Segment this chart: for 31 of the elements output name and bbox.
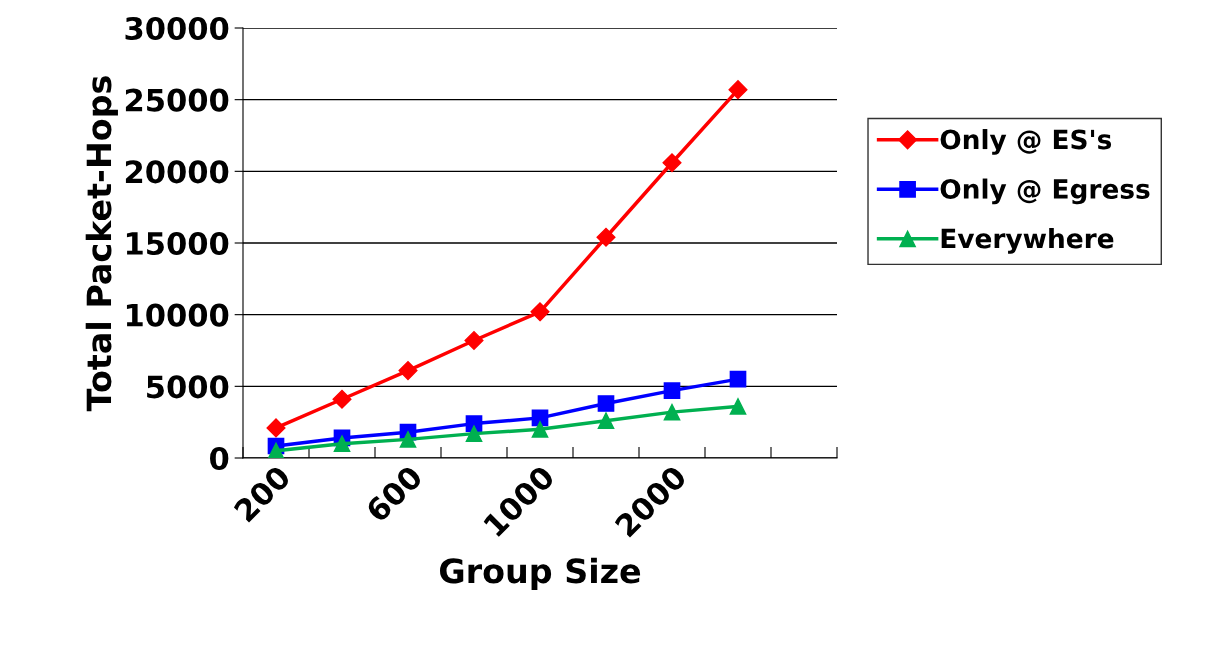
point bbox=[729, 370, 747, 388]
point bbox=[728, 80, 748, 100]
point bbox=[398, 361, 418, 381]
y-tick-label: 10000 bbox=[126, 303, 229, 327]
point bbox=[596, 227, 616, 247]
point bbox=[663, 382, 681, 399]
point bbox=[266, 418, 286, 438]
legend-label: Everywhere bbox=[941, 228, 1114, 254]
y-tick-label: 15000 bbox=[126, 231, 229, 256]
point bbox=[465, 425, 483, 442]
x-axis-title: Group Size bbox=[439, 557, 641, 590]
point bbox=[662, 153, 682, 173]
point bbox=[597, 412, 615, 430]
point bbox=[332, 389, 352, 409]
point bbox=[267, 442, 285, 458]
point bbox=[464, 330, 484, 351]
y-tick-label: 5000 bbox=[147, 375, 229, 399]
point bbox=[729, 398, 747, 415]
y-tick-label: 25000 bbox=[125, 88, 229, 112]
legend-label: Only @ ES's bbox=[940, 129, 1112, 155]
point bbox=[531, 420, 549, 438]
point bbox=[663, 403, 681, 421]
point bbox=[530, 302, 550, 322]
point bbox=[597, 395, 615, 412]
y-tick-label: 30000 bbox=[125, 16, 229, 41]
point bbox=[399, 431, 417, 448]
legend-label: Only @ Egress bbox=[940, 178, 1150, 205]
y-tick-label: 0 bbox=[210, 446, 229, 471]
y-axis-title: Total Packet-Hops bbox=[85, 76, 118, 412]
y-tick-label: 20000 bbox=[125, 160, 229, 184]
point bbox=[333, 435, 351, 453]
